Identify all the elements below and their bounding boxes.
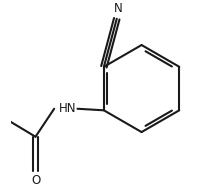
Text: N: N	[113, 2, 122, 15]
Text: O: O	[31, 174, 40, 187]
Text: HN: HN	[58, 102, 76, 115]
